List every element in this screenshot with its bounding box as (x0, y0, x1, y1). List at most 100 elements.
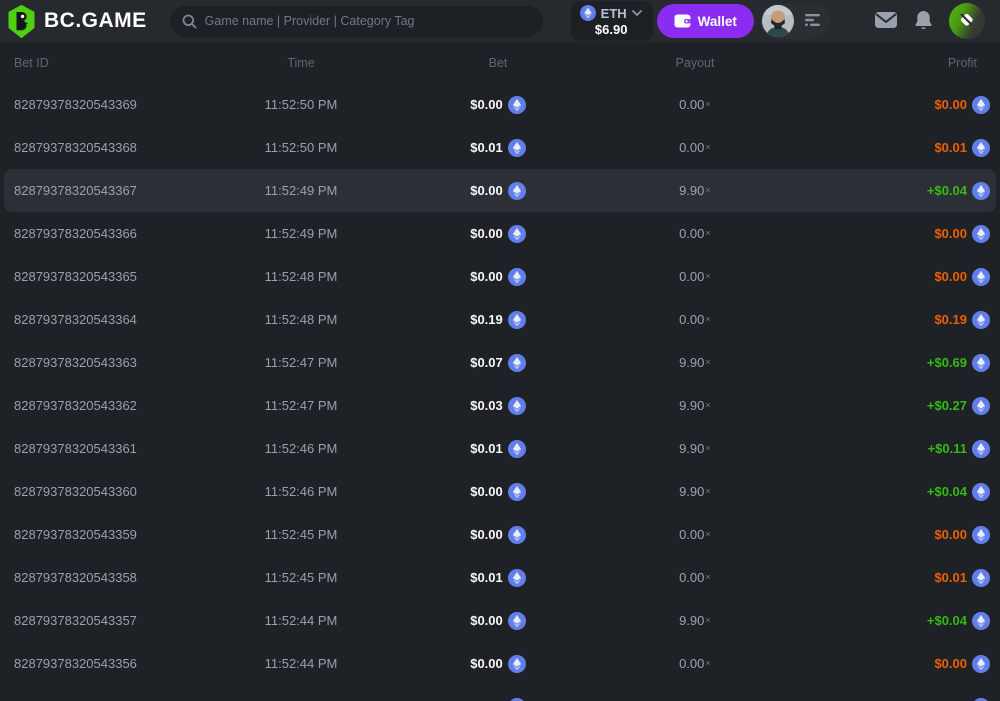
table-row[interactable]: 82879378320543367 11:52:49 PM $0.00 9.90… (0, 169, 1000, 212)
profit-amount: $0.01 (934, 570, 967, 585)
mail-icon (874, 11, 898, 32)
currency-balance: $6.90 (594, 22, 628, 37)
eth-coin-icon (507, 396, 526, 415)
bell-icon (914, 10, 933, 33)
profit-cell: +$0.69 (774, 353, 1000, 372)
multiplier-symbol: × (705, 228, 711, 239)
bet-id-cell: 82879378320543363 (14, 355, 137, 370)
table-row[interactable]: 82879378320543356 11:52:44 PM $0.00 0.00… (0, 642, 1000, 685)
payout-multiplier: 9.90 (679, 484, 705, 499)
notifications-button[interactable] (914, 10, 933, 33)
eth-coin-icon (972, 181, 990, 200)
profit-amount: $0.00 (934, 226, 967, 241)
game-search (169, 5, 543, 37)
table-row[interactable]: 82879378320543362 11:52:47 PM $0.03 9.90… (0, 384, 1000, 427)
wallet-icon (674, 14, 691, 28)
eth-coin-icon (972, 138, 990, 157)
bet-id-cell: 82879378320543359 (14, 527, 137, 542)
payout-multiplier: 0.00 (679, 312, 705, 327)
brand-logo[interactable]: BC.GAME (8, 4, 147, 38)
support-button[interactable] (948, 3, 985, 39)
bet-amount: $0.00 (470, 613, 503, 628)
profit-cell: $0.01 (774, 138, 1000, 157)
profit-cell: +$0.11 (774, 439, 1000, 458)
table-row[interactable]: 82879378320543361 11:52:46 PM $0.01 9.90… (0, 427, 1000, 470)
bet-amount-cell: $0.00 (380, 654, 616, 673)
payout-multiplier: 9.90 (679, 355, 705, 370)
profit-amount: $0.19 (934, 312, 967, 327)
eth-coin-icon (507, 224, 526, 243)
multiplier-symbol: × (705, 142, 711, 153)
eth-coin-icon (507, 310, 526, 329)
messages-button[interactable] (874, 11, 898, 32)
bet-amount-cell: $0.01 (380, 439, 616, 458)
table-row[interactable]: 82879378320543368 11:52:50 PM $0.01 0.00… (0, 126, 1000, 169)
table-row[interactable]: $0.00 × $0.00 (0, 685, 1000, 701)
bet-amount-cell: $0.00 (380, 267, 616, 286)
multiplier-symbol: × (705, 271, 711, 282)
eth-coin-icon (507, 654, 526, 673)
bet-amount: $0.01 (470, 441, 503, 456)
profit-cell: $0.00 (774, 224, 1000, 243)
multiplier-symbol: × (705, 357, 711, 368)
table-row[interactable]: 82879378320543366 11:52:49 PM $0.00 0.00… (0, 212, 1000, 255)
table-row[interactable]: 82879378320543369 11:52:50 PM $0.00 0.00… (0, 83, 1000, 126)
bet-amount-cell: $0.00 (380, 95, 616, 114)
currency-code: ETH (600, 5, 627, 21)
bet-amount: $0.00 (470, 699, 503, 701)
bet-amount: $0.00 (470, 97, 503, 112)
bet-amount: $0.07 (470, 355, 503, 370)
table-row[interactable]: 82879378320543364 11:52:48 PM $0.19 0.00… (0, 298, 1000, 341)
column-header-profit: Profit (947, 55, 977, 70)
chevron-down-icon (631, 10, 642, 16)
column-header-bet: Bet (488, 55, 508, 70)
bet-id-cell: 82879378320543366 (14, 226, 137, 241)
eth-coin-icon (972, 310, 990, 329)
payout-cell: 0.00× (616, 656, 774, 671)
multiplier-symbol: × (705, 185, 711, 196)
bet-id-cell: 82879378320543356 (14, 656, 137, 671)
bet-amount-cell: $0.00 (380, 697, 616, 701)
multiplier-symbol: × (705, 443, 711, 454)
profit-cell: $0.01 (774, 568, 1000, 587)
profit-amount: +$0.69 (926, 355, 967, 370)
table-row[interactable]: 82879378320543363 11:52:47 PM $0.07 9.90… (0, 341, 1000, 384)
payout-cell: 0.00× (616, 140, 774, 155)
multiplier-symbol: × (705, 486, 711, 497)
table-row[interactable]: 82879378320543360 11:52:46 PM $0.00 9.90… (0, 470, 1000, 513)
bet-amount-cell: $0.00 (380, 525, 616, 544)
bet-id-cell: 82879378320543369 (14, 97, 137, 112)
eth-coin-icon (972, 525, 990, 544)
payout-cell: 0.00× (616, 269, 774, 284)
bet-id-cell: 82879378320543367 (14, 183, 137, 198)
payout-cell: 0.00× (616, 527, 774, 542)
table-row[interactable]: 82879378320543358 11:52:45 PM $0.01 0.00… (0, 556, 1000, 599)
profit-amount: $0.00 (934, 97, 967, 112)
currency-selector[interactable]: ETH $6.90 (570, 1, 653, 41)
wallet-button-label: Wallet (697, 13, 737, 29)
profit-amount: $0.00 (934, 699, 967, 701)
profit-amount: +$0.04 (926, 613, 967, 628)
bet-id-cell: 82879378320543368 (14, 140, 137, 155)
eth-coin-icon (507, 439, 526, 458)
time-cell: 11:52:49 PM (264, 183, 338, 198)
top-bar: BC.GAME ETH (0, 0, 1000, 42)
column-header-payout: Payout (675, 55, 715, 70)
time-cell: 11:52:47 PM (264, 398, 338, 413)
profit-amount: +$0.04 (926, 183, 967, 198)
bet-list-button[interactable] (798, 5, 828, 37)
eth-coin-icon (508, 697, 526, 701)
table-row[interactable]: 82879378320543359 11:52:45 PM $0.00 0.00… (0, 513, 1000, 556)
bet-amount-cell: $0.19 (380, 310, 616, 329)
multiplier-symbol: × (705, 615, 711, 626)
eth-coin-icon (972, 568, 990, 587)
multiplier-symbol: × (705, 99, 711, 110)
profit-cell: $0.00 (774, 95, 1000, 114)
search-input[interactable] (204, 14, 531, 28)
user-avatar[interactable] (761, 5, 794, 37)
table-row[interactable]: 82879378320543365 11:52:48 PM $0.00 0.00… (0, 255, 1000, 298)
bet-amount-cell: $0.00 (380, 181, 616, 200)
bet-amount-cell: $0.00 (380, 611, 616, 630)
table-row[interactable]: 82879378320543357 11:52:44 PM $0.00 9.90… (0, 599, 1000, 642)
wallet-button[interactable]: Wallet (656, 4, 754, 38)
